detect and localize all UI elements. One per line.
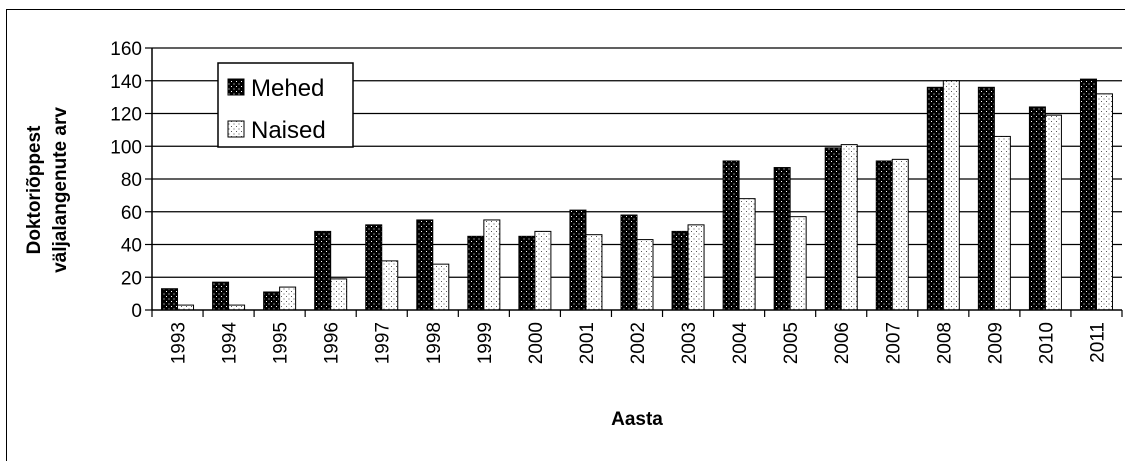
x-tick-label: 2001 (577, 322, 598, 364)
bar-mehed-2001 (569, 209, 587, 311)
axes (145, 47, 1123, 317)
bar-naised-1999 (483, 219, 501, 311)
legend-label-naised: Naised (251, 117, 326, 144)
bar-naised-2011 (1095, 93, 1113, 311)
x-tick-label: 2003 (679, 322, 700, 364)
bar-naised-2006 (840, 144, 858, 311)
x-tick-label: 2000 (526, 322, 547, 364)
y-tick-label: 140 (110, 72, 142, 93)
bar-mehed-1996 (314, 230, 332, 311)
y-tick-label: 100 (110, 137, 142, 158)
legend-swatch-naised (227, 120, 245, 138)
y-axis-title-line1: Doktoriõppest (24, 125, 45, 254)
x-tick-label: 2010 (1036, 322, 1057, 364)
bar-naised-2010 (1044, 114, 1062, 311)
x-tick-label: 1994 (220, 322, 241, 365)
bar-mehed-2004 (722, 160, 740, 311)
bar-naised-1997 (381, 260, 399, 311)
x-tick-label: 2008 (934, 322, 955, 364)
x-tick-label: 1998 (424, 322, 445, 364)
x-tick-label: 2006 (832, 322, 853, 364)
bar-mehed-1997 (365, 224, 383, 311)
x-axis-title: Aasta (611, 409, 663, 430)
bar-naised-2001 (585, 234, 603, 311)
x-tick-label: 1999 (475, 322, 496, 364)
bar-naised-1995 (279, 286, 297, 311)
x-tick-label: 2002 (628, 322, 649, 364)
bar-mehed-1994 (212, 281, 230, 311)
x-tick-label: 2005 (781, 322, 802, 364)
y-tick-label: 20 (121, 268, 142, 289)
bar-mehed-2000 (518, 235, 536, 311)
bar-mehed-1999 (467, 235, 485, 311)
y-tick-label: 120 (110, 105, 142, 126)
x-tick-label: 2011 (1087, 322, 1108, 363)
bar-naised-2000 (534, 230, 552, 311)
y-tick-label: 40 (121, 236, 142, 257)
bar-naised-2009 (993, 135, 1011, 311)
x-tick-label: 2009 (985, 322, 1006, 364)
chart-frame (6, 9, 1125, 461)
bar-naised-2008 (942, 80, 960, 311)
bar-naised-1998 (432, 263, 450, 311)
bar-mehed-2003 (671, 230, 689, 311)
x-tick-label: 1995 (271, 322, 292, 364)
bar-mehed-1993 (161, 288, 179, 311)
bar-mehed-2011 (1079, 78, 1097, 311)
bar-naised-2003 (687, 224, 705, 311)
bar-mehed-2006 (824, 147, 842, 311)
bar-mehed-2008 (926, 86, 944, 311)
bar-mehed-1998 (416, 219, 434, 311)
tick-labels: 0 20 40 60 80 100 120 140 160 1993 1994 1995 1996 199… (110, 39, 1108, 364)
bar-naised-2004 (738, 198, 756, 311)
bar-mehed-1995 (263, 291, 281, 311)
x-tick-label: 1997 (373, 322, 394, 364)
y-tick-label: 160 (110, 39, 142, 60)
bar-mehed-2009 (977, 86, 995, 311)
y-axis-title-line2: väljalangenute arv (50, 107, 71, 273)
bar-mehed-2010 (1028, 106, 1046, 311)
x-tick-label: 1996 (322, 322, 343, 364)
bar-naised-2007 (891, 158, 909, 311)
bar-mehed-2005 (773, 167, 791, 311)
bar-naised-2002 (636, 239, 654, 311)
bar-mehed-2007 (875, 160, 893, 311)
x-tick-label: 1993 (169, 322, 190, 364)
bars (161, 78, 1113, 311)
legend-label-mehed: Mehed (251, 75, 324, 102)
x-tick-label: 2004 (730, 322, 751, 365)
bar-naised-2005 (789, 216, 807, 311)
y-tick-label: 80 (121, 170, 142, 191)
y-tick-label: 60 (121, 203, 142, 224)
legend-swatch-mehed (227, 78, 245, 96)
legend: Mehed Naised (217, 62, 354, 148)
bar-naised-1996 (330, 278, 348, 311)
x-tick-label: 2007 (883, 322, 904, 364)
bar-mehed-2002 (620, 214, 638, 311)
y-tick-label: 0 (131, 301, 142, 322)
